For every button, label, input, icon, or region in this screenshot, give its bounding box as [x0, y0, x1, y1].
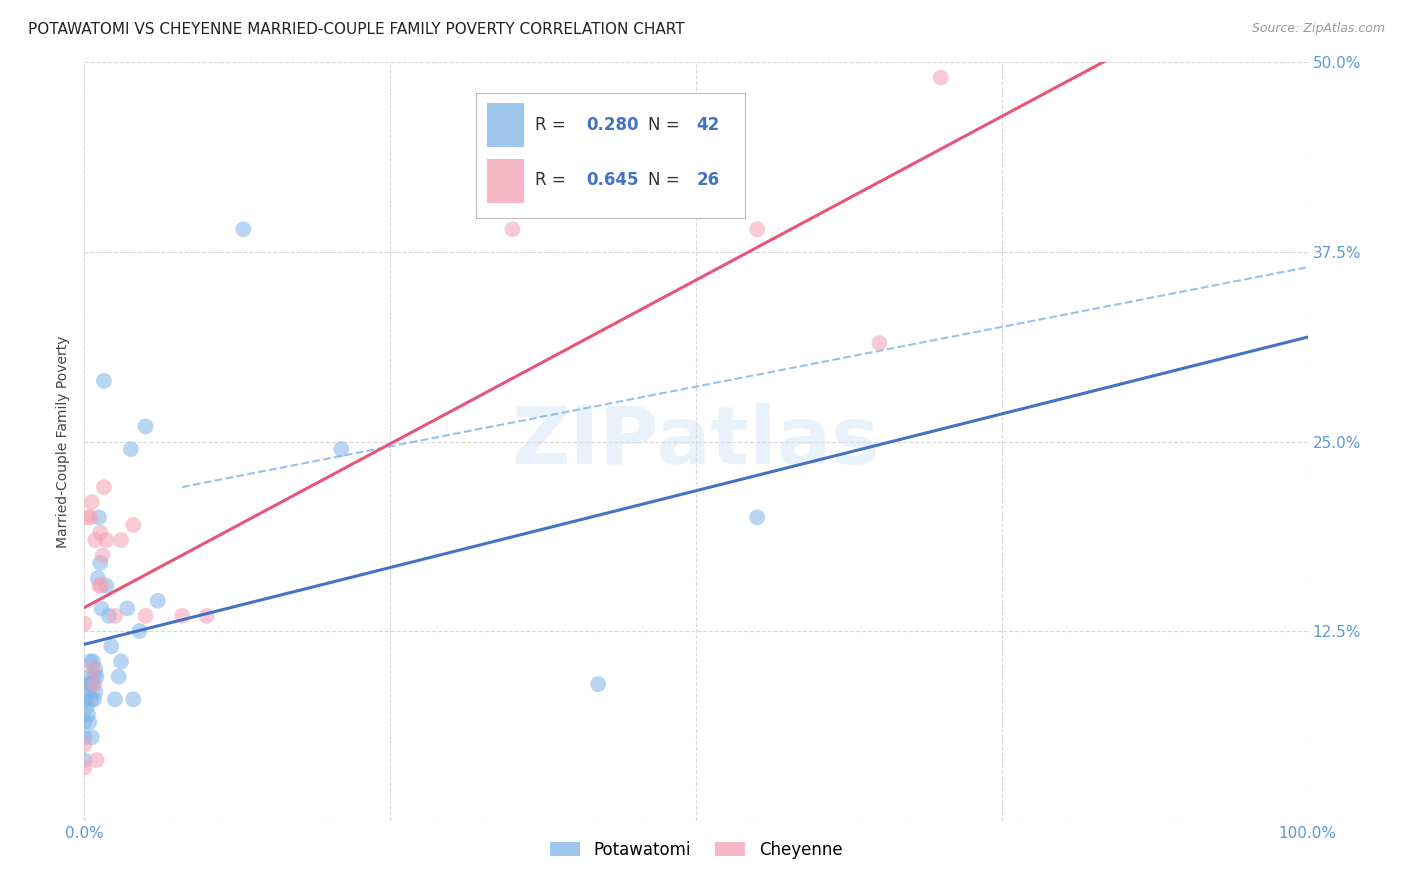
Point — [122, 692, 145, 706]
Point — [146, 594, 169, 608]
Point — [86, 753, 108, 767]
Point — [79, 655, 101, 669]
Point — [87, 571, 110, 585]
Point — [76, 677, 98, 691]
Point — [87, 579, 110, 593]
Point — [77, 685, 100, 699]
Point — [120, 442, 142, 457]
Text: POTAWATOMI VS CHEYENNE MARRIED-COUPLE FAMILY POVERTY CORRELATION CHART: POTAWATOMI VS CHEYENNE MARRIED-COUPLE FA… — [28, 22, 685, 37]
Point — [80, 495, 103, 509]
Point — [93, 374, 115, 388]
Point — [77, 715, 100, 730]
Point — [84, 533, 107, 548]
Point — [89, 556, 111, 570]
Point — [135, 608, 157, 623]
Text: Source: ZipAtlas.com: Source: ZipAtlas.com — [1251, 22, 1385, 36]
Point — [747, 222, 769, 236]
Point — [77, 510, 100, 524]
Point — [73, 730, 96, 744]
Point — [77, 669, 100, 683]
Point — [73, 738, 96, 752]
Point — [84, 662, 107, 676]
Point — [128, 624, 150, 639]
Point — [195, 608, 218, 623]
Point — [172, 608, 194, 623]
Point — [96, 579, 118, 593]
Point — [73, 616, 96, 631]
Point — [73, 715, 96, 730]
Point — [79, 510, 101, 524]
Point — [77, 707, 100, 722]
Point — [84, 685, 107, 699]
Point — [91, 548, 114, 563]
Point — [104, 692, 127, 706]
Point — [330, 442, 353, 457]
Legend: Potawatomi, Cheyenne: Potawatomi, Cheyenne — [543, 834, 849, 865]
Point — [80, 730, 103, 744]
Point — [232, 222, 254, 236]
Point — [135, 419, 157, 434]
Point — [110, 655, 132, 669]
Point — [502, 222, 524, 236]
Point — [86, 669, 108, 683]
Y-axis label: Married-Couple Family Poverty: Married-Couple Family Poverty — [56, 335, 70, 548]
Point — [100, 639, 122, 653]
Point — [104, 608, 127, 623]
Point — [82, 677, 104, 691]
Point — [96, 533, 118, 548]
Point — [110, 533, 132, 548]
Point — [90, 601, 112, 615]
Point — [83, 669, 105, 683]
Point — [83, 677, 105, 691]
Text: ZIPatlas: ZIPatlas — [512, 402, 880, 481]
Point — [869, 335, 891, 350]
Point — [82, 655, 104, 669]
Point — [76, 699, 98, 714]
Point — [83, 692, 105, 706]
Point — [73, 692, 96, 706]
Point — [79, 677, 101, 691]
Point — [90, 579, 112, 593]
Point — [929, 70, 952, 85]
Point — [122, 517, 145, 532]
Point — [586, 677, 609, 691]
Point — [80, 692, 103, 706]
Point — [747, 510, 769, 524]
Point — [115, 601, 138, 615]
Point — [89, 525, 111, 540]
Point — [73, 760, 96, 774]
Point — [82, 662, 104, 676]
Point — [97, 608, 120, 623]
Point — [93, 480, 115, 494]
Point — [73, 753, 96, 767]
Point — [87, 510, 110, 524]
Point — [107, 669, 129, 683]
